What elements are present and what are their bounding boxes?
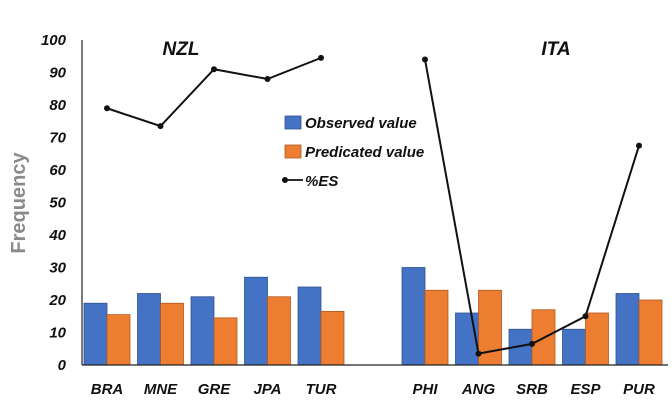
y-tick-label: 20 bbox=[48, 292, 66, 309]
es-point bbox=[529, 340, 535, 347]
y-tick-label: 10 bbox=[49, 325, 66, 342]
y-tick-label: 40 bbox=[48, 227, 66, 244]
bar-observed bbox=[297, 286, 322, 366]
x-tick-labels: BRA MNE GRE JPA TUR PHI ANG SRB ESP PUR bbox=[91, 381, 655, 398]
bar-predicted bbox=[638, 299, 663, 366]
es-point bbox=[422, 56, 428, 63]
es-point bbox=[211, 66, 217, 73]
legend-label-es: %ES bbox=[305, 173, 338, 190]
bar-observed bbox=[244, 276, 268, 366]
x-tick-label: ESP bbox=[570, 381, 601, 398]
x-tick-label: BRA bbox=[91, 381, 124, 398]
bar-predicted bbox=[106, 314, 131, 366]
legend-label-predicted: Predicated value bbox=[305, 144, 424, 161]
es-point bbox=[264, 76, 271, 82]
bar-predicted bbox=[267, 296, 291, 366]
y-axis-label: Frequency bbox=[8, 152, 30, 254]
group-labels: NZL ITA bbox=[163, 39, 571, 60]
bar-observed bbox=[401, 267, 426, 366]
y-tick-label: 0 bbox=[58, 357, 67, 374]
bar-observed bbox=[137, 293, 161, 366]
bar-observed bbox=[190, 296, 215, 366]
bar-observed bbox=[562, 328, 586, 366]
x-tick-label: SRB bbox=[516, 381, 548, 398]
bar-predicted bbox=[213, 317, 238, 366]
x-tick-label: MNE bbox=[144, 381, 178, 398]
bar-predicted bbox=[320, 310, 345, 366]
bars bbox=[83, 267, 663, 366]
legend-swatch-observed bbox=[284, 115, 302, 130]
es-point bbox=[157, 123, 164, 130]
es-point bbox=[104, 105, 110, 112]
es-point bbox=[636, 142, 642, 149]
y-tick-label: 80 bbox=[49, 97, 66, 114]
y-tick-label: 50 bbox=[49, 195, 66, 212]
x-tick-label: PUR bbox=[623, 381, 655, 398]
x-tick-label: JPA bbox=[253, 381, 281, 398]
y-tick-label: 100 bbox=[41, 32, 67, 49]
es-point bbox=[582, 313, 589, 320]
y-tick-labels: 0 10 20 30 40 50 60 70 80 90 100 bbox=[41, 32, 67, 374]
y-tick-label: 90 bbox=[49, 65, 66, 82]
es-lines bbox=[104, 54, 642, 357]
x-tick-label: PHI bbox=[412, 381, 438, 398]
group-label: ITA bbox=[541, 39, 570, 60]
y-tick-label: 30 bbox=[49, 260, 66, 277]
legend-marker-es bbox=[282, 177, 288, 183]
axes bbox=[81, 40, 668, 366]
x-tick-label: ANG bbox=[461, 381, 496, 398]
group-label: NZL bbox=[163, 39, 200, 60]
x-tick-label: GRE bbox=[198, 381, 232, 398]
bar-observed bbox=[615, 293, 640, 366]
bar-observed bbox=[83, 302, 108, 366]
legend-swatch-predicted bbox=[284, 144, 302, 159]
bar-predicted bbox=[585, 312, 609, 366]
y-tick-label: 60 bbox=[49, 162, 66, 179]
legend: Observed value Predicated value %ES bbox=[282, 115, 424, 190]
bar-predicted bbox=[424, 289, 449, 366]
es-point bbox=[318, 54, 324, 61]
es-point bbox=[475, 350, 482, 357]
legend-label-observed: Observed value bbox=[305, 115, 417, 132]
bar-predicted bbox=[160, 302, 184, 366]
x-tick-label: TUR bbox=[306, 381, 337, 398]
y-tick-label: 70 bbox=[49, 130, 66, 147]
